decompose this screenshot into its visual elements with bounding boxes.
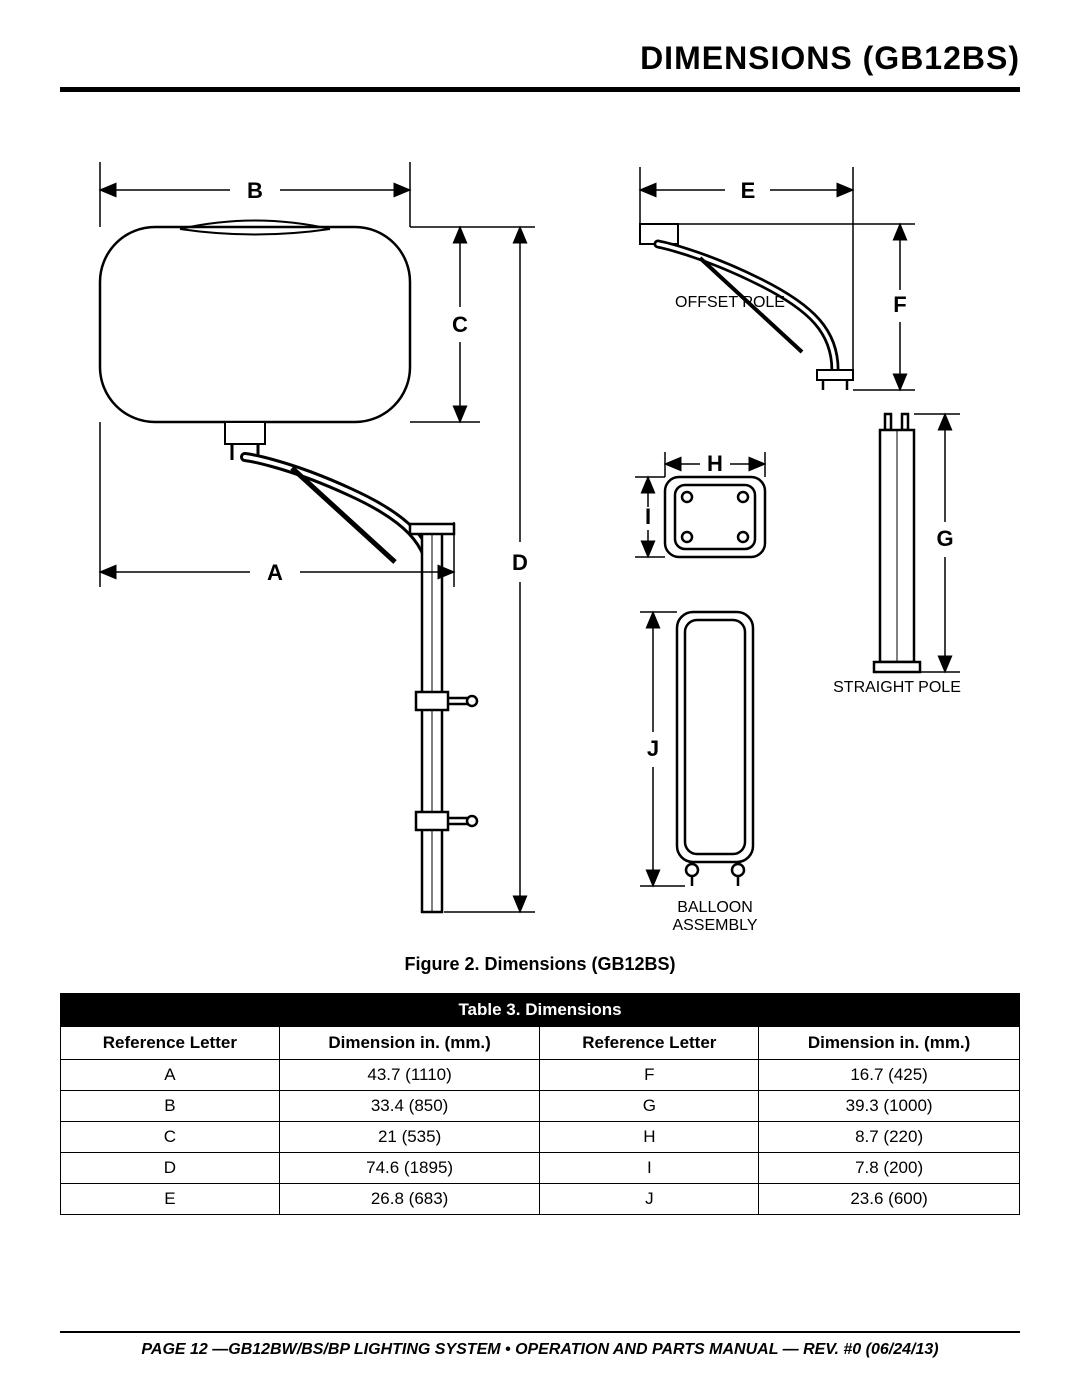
table-row: C 21 (535) H 8.7 (220) [61, 1122, 1020, 1153]
col-head-0: Reference Letter [61, 1027, 280, 1060]
table-row: E 26.8 (683) J 23.6 (600) [61, 1184, 1020, 1215]
part-label-balloon-1: BALLOON [677, 899, 753, 916]
dim-label-c: C [452, 312, 468, 337]
footer-text: PAGE 12 —GB12BW/BS/BP LIGHTING SYSTEM • … [60, 1341, 1020, 1359]
dimensions-table: Table 3. Dimensions Reference Letter Dim… [60, 993, 1020, 1215]
page-footer: PAGE 12 —GB12BW/BS/BP LIGHTING SYSTEM • … [60, 1331, 1020, 1359]
dim-label-i: I [645, 504, 651, 529]
dim-label-e: E [741, 178, 756, 203]
dim-label-b: B [247, 178, 263, 203]
part-label-straight-pole: STRAIGHT POLE [833, 679, 961, 696]
table-title: Table 3. Dimensions [61, 994, 1020, 1027]
title-rule [60, 87, 1020, 92]
table-row: B 33.4 (850) G 39.3 (1000) [61, 1091, 1020, 1122]
figure-caption: Figure 2. Dimensions (GB12BS) [60, 954, 1020, 975]
dim-label-j: J [647, 736, 659, 761]
table-row: A 43.7 (1110) F 16.7 (425) [61, 1060, 1020, 1091]
dim-label-d: D [512, 550, 528, 575]
part-label-balloon-2: ASSEMBLY [672, 917, 757, 934]
dim-label-f: F [893, 292, 906, 317]
part-label-offset-pole: OFFSET POLE [675, 294, 785, 311]
col-head-3: Dimension in. (mm.) [759, 1027, 1020, 1060]
dim-label-h: H [707, 451, 723, 476]
table-body: A 43.7 (1110) F 16.7 (425) B 33.4 (850) … [61, 1060, 1020, 1215]
col-head-2: Reference Letter [540, 1027, 759, 1060]
footer-rule [60, 1331, 1020, 1333]
col-head-1: Dimension in. (mm.) [279, 1027, 540, 1060]
table-row: D 74.6 (1895) I 7.8 (200) [61, 1153, 1020, 1184]
page-title: DIMENSIONS (GB12BS) [60, 40, 1020, 87]
dimensions-diagram: B C A D OFFSET POLE [60, 112, 1020, 942]
dim-label-g: G [936, 526, 953, 551]
dim-label-a: A [267, 560, 283, 585]
